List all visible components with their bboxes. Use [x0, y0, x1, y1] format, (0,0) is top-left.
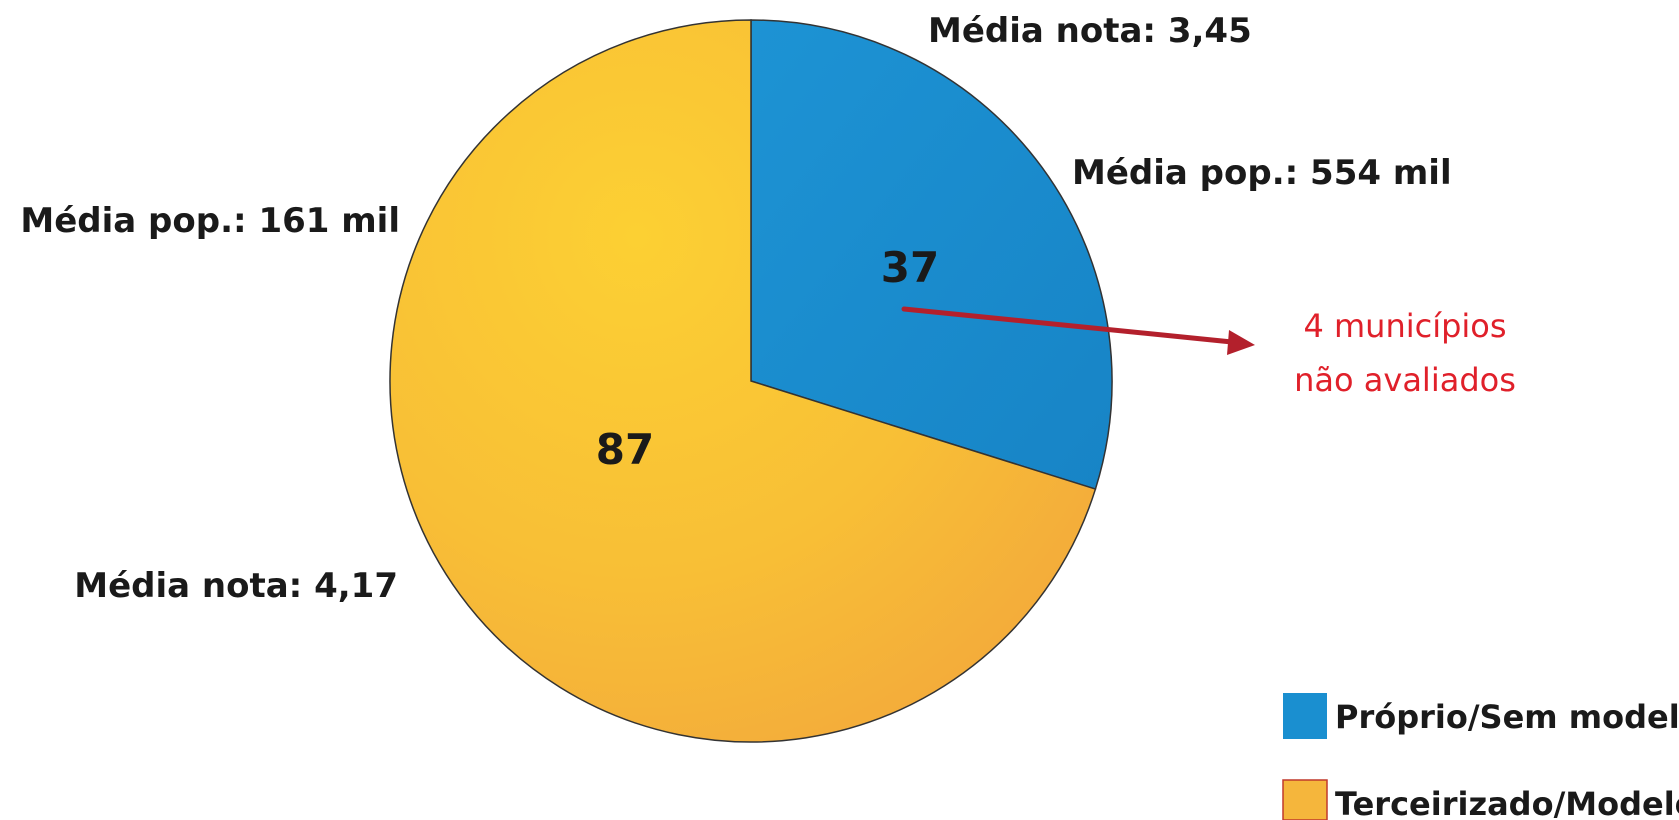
- legend: Próprio/Sem modelo Terceirizado/Modelo: [1282, 693, 1679, 820]
- pie-slice-proprio: [750, 19, 1113, 491]
- callout-arrow: [901, 306, 1255, 355]
- slice-value-terceirizado: 87: [596, 425, 654, 474]
- legend-swatch-proprio: [1283, 693, 1327, 739]
- callout-note-line2: não avaliados: [1294, 361, 1516, 399]
- pie-slice-terceirizado: [389, 19, 1097, 743]
- annotation-terceirizado-pop: Média pop.: 161 mil: [20, 201, 400, 241]
- annotation-proprio-pop: Média pop.: 554 mil: [1072, 153, 1452, 193]
- callout-note-line1: 4 municípios: [1303, 307, 1506, 345]
- legend-label-proprio: Próprio/Sem modelo: [1335, 698, 1679, 736]
- annotation-proprio-nota: Média nota: 3,45: [928, 11, 1252, 51]
- legend-swatch-terceirizado: [1282, 779, 1328, 820]
- legend-label-terceirizado: Terceirizado/Modelo: [1335, 785, 1679, 820]
- slice-value-proprio: 37: [881, 243, 939, 292]
- annotation-terceirizado-nota: Média nota: 4,17: [74, 566, 398, 606]
- pie-slices: [389, 19, 1113, 743]
